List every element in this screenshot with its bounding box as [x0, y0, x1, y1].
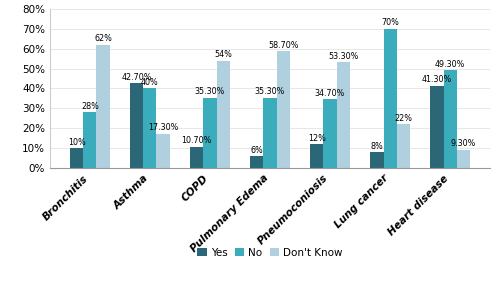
Bar: [444, 70, 457, 168]
Bar: [204, 98, 216, 168]
Legend: Yes, No, Don't Know: Yes, No, Don't Know: [193, 244, 347, 262]
Bar: [370, 152, 384, 168]
Text: 17.30%: 17.30%: [148, 123, 178, 132]
Bar: [144, 88, 156, 168]
Text: 70%: 70%: [381, 18, 399, 27]
Bar: [336, 62, 350, 168]
Bar: [216, 61, 230, 168]
Bar: [457, 150, 470, 168]
Bar: [83, 112, 96, 168]
Text: 62%: 62%: [94, 34, 112, 43]
Bar: [276, 51, 290, 168]
Text: 54%: 54%: [214, 50, 232, 59]
Text: 40%: 40%: [141, 78, 159, 87]
Bar: [190, 147, 203, 168]
Text: 22%: 22%: [394, 114, 412, 123]
Bar: [70, 148, 83, 168]
Bar: [96, 45, 110, 168]
Text: 8%: 8%: [370, 142, 384, 151]
Text: 28%: 28%: [81, 102, 99, 111]
Text: 6%: 6%: [250, 146, 263, 155]
Bar: [396, 124, 410, 168]
Text: 10.70%: 10.70%: [182, 137, 212, 146]
Text: 58.70%: 58.70%: [268, 41, 298, 50]
Text: 35.30%: 35.30%: [195, 87, 225, 96]
Text: 49.30%: 49.30%: [435, 59, 466, 68]
Text: 41.30%: 41.30%: [422, 75, 452, 84]
Text: 12%: 12%: [308, 134, 326, 143]
Text: 42.70%: 42.70%: [122, 73, 152, 82]
Bar: [130, 83, 143, 168]
Text: 34.70%: 34.70%: [315, 89, 345, 98]
Bar: [384, 29, 396, 168]
Text: 53.30%: 53.30%: [328, 52, 358, 61]
Bar: [156, 134, 170, 168]
Text: 35.30%: 35.30%: [255, 87, 285, 96]
Bar: [324, 99, 336, 168]
Text: 9.30%: 9.30%: [450, 139, 476, 148]
Bar: [264, 98, 276, 168]
Text: 10%: 10%: [68, 138, 86, 147]
Bar: [430, 86, 444, 168]
Bar: [310, 144, 324, 168]
Bar: [250, 156, 264, 168]
